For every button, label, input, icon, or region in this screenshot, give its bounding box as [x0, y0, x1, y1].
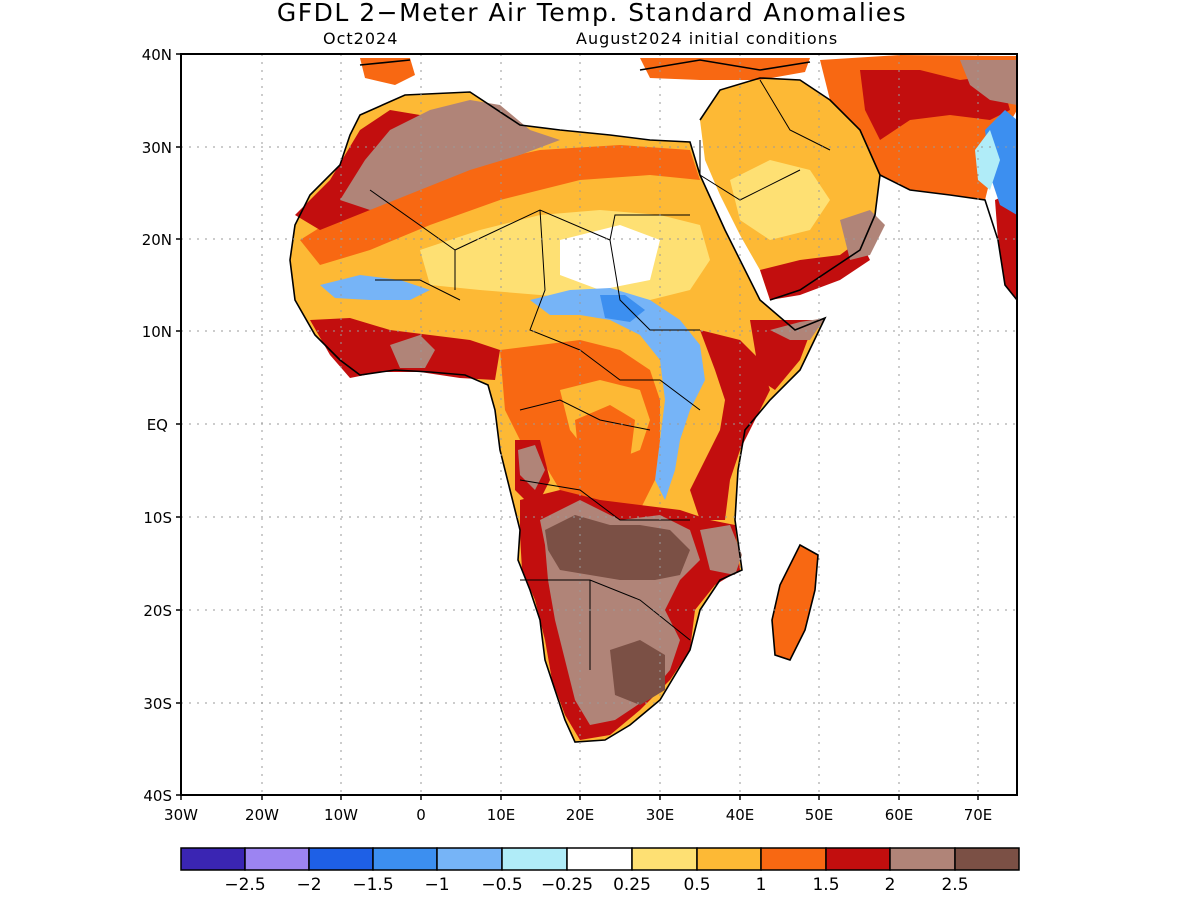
colorbar-label-3: −1.5 — [352, 875, 393, 895]
lon-label-20e: 20E — [566, 806, 595, 824]
colorbar-swatch-9 — [696, 847, 762, 871]
lon-label-10w: 10W — [324, 806, 358, 824]
lon-label-60e: 60E — [885, 806, 914, 824]
sahara-orange-band — [300, 145, 700, 265]
tanzania-brown — [700, 525, 742, 575]
colorbar-swatch-2 — [244, 847, 310, 871]
colorbar-swatch-8 — [631, 847, 698, 871]
lon-label-40e: 40E — [726, 806, 755, 824]
europe-south — [360, 58, 415, 85]
lon-label-30e: 30E — [646, 806, 675, 824]
arabia-yellow-interior — [730, 160, 830, 240]
zambia-dark-brown — [545, 515, 690, 580]
colorbar-swatch-12 — [889, 847, 956, 871]
lon-label-20w: 20W — [245, 806, 279, 824]
turkey-region — [640, 58, 810, 80]
lat-label-40n: 40N — [142, 46, 172, 64]
southafrica-dark-brown — [610, 640, 665, 705]
colorbar-label-7: 0.25 — [613, 875, 651, 895]
india-cool — [985, 110, 1017, 215]
west-sahel-cool — [320, 275, 430, 300]
colorbar-swatch-11 — [825, 847, 891, 871]
india-region — [995, 190, 1017, 300]
colorbar-swatch-1 — [180, 847, 246, 871]
angola-coast-brown — [518, 445, 545, 490]
colorbar-label-9: 1 — [756, 875, 767, 895]
lon-label-30w: 30W — [164, 806, 198, 824]
sahel-cool-core — [600, 295, 645, 322]
lat-label-40s: 40S — [143, 787, 172, 805]
colorbar-label-5: −0.5 — [481, 875, 522, 895]
oman-brown — [840, 210, 885, 260]
initial-conditions: August2024 initial conditions — [576, 29, 839, 48]
axis-ticks — [176, 53, 979, 800]
colorbar-swatch-5 — [436, 847, 503, 871]
sahel-neutral — [560, 225, 660, 290]
colorbar-swatch-4 — [372, 847, 438, 871]
colorbar-label-10: 1.5 — [812, 875, 839, 895]
colorbar-label-8: 0.5 — [683, 875, 710, 895]
forecast-month: Oct2024 — [323, 29, 399, 48]
yemen-red — [760, 240, 870, 300]
lat-label-20s: 20S — [143, 602, 172, 620]
lat-label-20n: 20N — [142, 231, 172, 249]
ghana-brown — [390, 335, 435, 368]
colorbar-swatch-3 — [308, 847, 374, 871]
lon-label-0: 0 — [416, 806, 426, 824]
map-title: GFDL 2−Meter Air Temp. Standard Anomalie… — [276, 0, 908, 27]
longitude-labels: 30W 20W 10W 0 10E 20E 30E 40E 50E 60E 70… — [164, 806, 992, 824]
colorbar-swatch-13 — [954, 847, 1020, 871]
colorbar-swatch-6 — [501, 847, 568, 871]
lon-label-10e: 10E — [487, 806, 516, 824]
colorbar-label-1: −2.5 — [224, 875, 265, 895]
lat-label-eq: EQ — [147, 416, 168, 434]
sahel-cool-anomaly — [530, 288, 705, 500]
sahara-brown-band — [340, 100, 560, 210]
lon-label-50e: 50E — [805, 806, 834, 824]
colorbar-swatch-7 — [566, 847, 633, 871]
india-cool-edge — [975, 130, 1000, 190]
lat-label-30s: 30S — [143, 695, 172, 713]
colorbar-label-11: 2 — [885, 875, 896, 895]
lat-label-30n: 30N — [142, 139, 172, 157]
colorbar-label-12: 2.5 — [941, 875, 968, 895]
anomaly-field — [290, 55, 1017, 742]
colorbar-label-6: −0.25 — [541, 875, 593, 895]
iran-red — [860, 70, 1010, 140]
pakistan-brown — [960, 60, 1017, 105]
coastlines — [289, 59, 1017, 743]
colorbar-label-4: −1 — [424, 875, 449, 895]
colorbar: −2.5 −2 −1.5 −1 −0.5 −0.25 0.25 0.5 1 1.… — [180, 847, 1020, 895]
country-borders — [369, 79, 831, 670]
latitude-labels: 40N 30N 20N 10N EQ 10S 20S 30S 40S — [142, 46, 172, 805]
lat-label-10n: 10N — [142, 323, 172, 341]
colorbar-label-2: −2 — [296, 875, 321, 895]
madagascar — [772, 545, 818, 660]
lon-label-70e: 70E — [964, 806, 993, 824]
lat-label-10s: 10S — [143, 509, 172, 527]
graticule — [181, 54, 1017, 795]
colorbar-swatch-10 — [760, 847, 827, 871]
east-africa-red — [690, 330, 770, 520]
